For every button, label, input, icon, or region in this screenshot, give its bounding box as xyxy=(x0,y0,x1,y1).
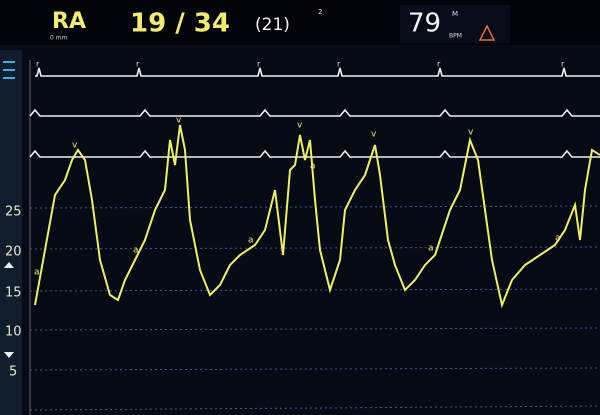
ecg-label: r xyxy=(337,60,341,69)
wave-label: a xyxy=(248,236,254,246)
wave-label: v xyxy=(72,141,78,151)
wave-label: a xyxy=(133,246,139,256)
wave-label: v xyxy=(297,121,303,131)
hr-flag: M xyxy=(452,10,458,18)
scale-label: 15 xyxy=(5,286,22,301)
wave-label: a xyxy=(555,234,561,244)
scale-label: 10 xyxy=(5,325,22,340)
ecg-label: r xyxy=(36,60,40,69)
ra-waveform xyxy=(34,124,600,309)
scale-label: 5 xyxy=(9,365,17,380)
wave-label: a xyxy=(428,244,434,254)
hr-unit: BPM xyxy=(449,33,462,40)
wave-label: a xyxy=(310,162,316,172)
ecg-traces xyxy=(29,67,600,158)
ecg-label: r xyxy=(257,60,261,69)
ecg-label: r xyxy=(437,60,441,69)
heart-rate: 79 xyxy=(408,9,441,39)
scale-label: 25 xyxy=(5,205,22,220)
wave-label: v xyxy=(371,130,377,140)
channel-sub: 0 mm xyxy=(50,35,68,42)
scale-label: 20 xyxy=(5,245,22,260)
channel-label: RA xyxy=(52,9,86,34)
sidebar-icon xyxy=(3,61,15,79)
mark: 2 xyxy=(318,8,322,16)
alarm-icon xyxy=(478,24,496,41)
wave-label: a xyxy=(34,268,40,278)
ecg-label: r xyxy=(136,60,140,69)
wave-label: v xyxy=(468,128,474,138)
wave-label: v xyxy=(176,116,182,126)
pressure: 19 / 34 xyxy=(130,9,230,39)
mean-pressure: (21) xyxy=(255,15,290,35)
sidebar xyxy=(0,50,22,415)
ecg-label: r xyxy=(561,60,565,69)
